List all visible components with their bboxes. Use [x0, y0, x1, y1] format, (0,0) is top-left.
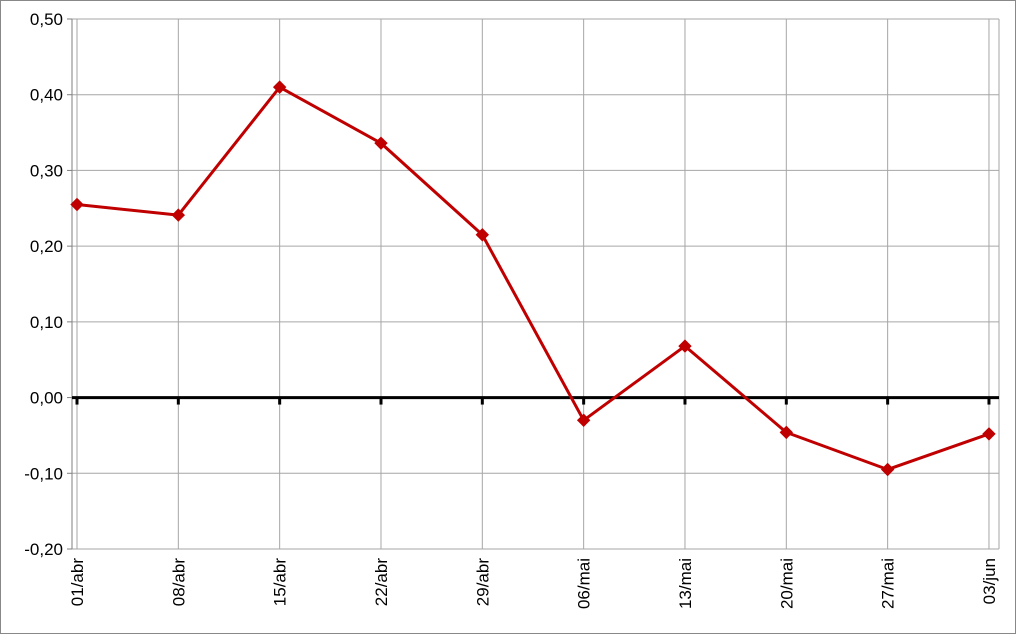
- x-tick-label: 13/mai: [676, 558, 695, 609]
- x-tick-label: 27/mai: [879, 558, 898, 609]
- y-tick-label: -0,20: [24, 540, 63, 559]
- x-tick-label: 06/mai: [575, 558, 594, 609]
- y-tick-label: -0,10: [24, 464, 63, 483]
- x-tick-label: 03/jun: [980, 558, 999, 604]
- tick-labels: -0,20 -0,10 0,00 0,10 0,20 0,30 0,40 0,50 01/abr…: [24, 10, 999, 609]
- x-tick-label: 08/abr: [169, 558, 188, 607]
- data-point-marker: [678, 339, 692, 353]
- x-tick-label: 15/abr: [271, 558, 290, 607]
- data-point-marker: [576, 413, 591, 427]
- gridlines: [72, 18, 1000, 550]
- data-point-marker: [171, 208, 186, 222]
- data-point-marker: [70, 197, 84, 212]
- axes: [67, 18, 999, 550]
- data-point-marker: [272, 80, 287, 94]
- y-tick-label: 0,00: [30, 389, 63, 408]
- data-point-marker: [779, 425, 794, 440]
- x-tick-label: 22/abr: [372, 558, 391, 607]
- x-tick-label: 29/abr: [473, 558, 492, 607]
- y-tick-label: 0,50: [30, 10, 63, 29]
- y-tick-label: 0,40: [30, 86, 63, 105]
- y-tick-label: 0,10: [30, 313, 63, 332]
- x-tick-label: 20/mai: [777, 558, 796, 609]
- series-line: [76, 85, 990, 471]
- data-point-marker: [374, 136, 388, 150]
- x-tick-label: 01/abr: [68, 558, 87, 607]
- data-point-marker: [880, 462, 895, 477]
- data-point-marker: [982, 427, 996, 441]
- data-point-marker: [475, 228, 490, 242]
- series-layer: [70, 80, 996, 477]
- y-tick-label: 0,30: [30, 161, 63, 180]
- y-tick-label: 0,20: [30, 237, 63, 256]
